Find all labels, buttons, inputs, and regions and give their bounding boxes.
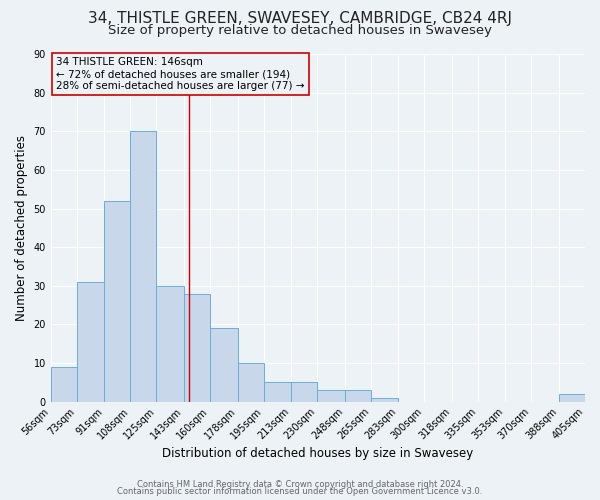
Y-axis label: Number of detached properties: Number of detached properties (15, 135, 28, 321)
X-axis label: Distribution of detached houses by size in Swavesey: Distribution of detached houses by size … (162, 447, 473, 460)
Text: Size of property relative to detached houses in Swavesey: Size of property relative to detached ho… (108, 24, 492, 37)
Bar (157, 286, 184, 402)
Text: Contains HM Land Registry data © Crown copyright and database right 2024.: Contains HM Land Registry data © Crown c… (137, 480, 463, 489)
Bar (210, 328, 238, 402)
Bar (344, 390, 371, 402)
Bar (51, 367, 77, 402)
Bar (559, 394, 585, 402)
Bar (130, 132, 157, 402)
Bar (291, 382, 317, 402)
Bar (184, 294, 210, 402)
Bar (104, 201, 130, 402)
Text: 34, THISTLE GREEN, SWAVESEY, CAMBRIDGE, CB24 4RJ: 34, THISTLE GREEN, SWAVESEY, CAMBRIDGE, … (88, 11, 512, 26)
Bar (371, 398, 398, 402)
Bar (238, 363, 263, 402)
Text: 34 THISTLE GREEN: 146sqm
← 72% of detached houses are smaller (194)
28% of semi-: 34 THISTLE GREEN: 146sqm ← 72% of detach… (56, 58, 305, 90)
Bar (77, 282, 104, 402)
Bar (263, 382, 291, 402)
Text: Contains public sector information licensed under the Open Government Licence v3: Contains public sector information licen… (118, 487, 482, 496)
Bar (317, 390, 344, 402)
